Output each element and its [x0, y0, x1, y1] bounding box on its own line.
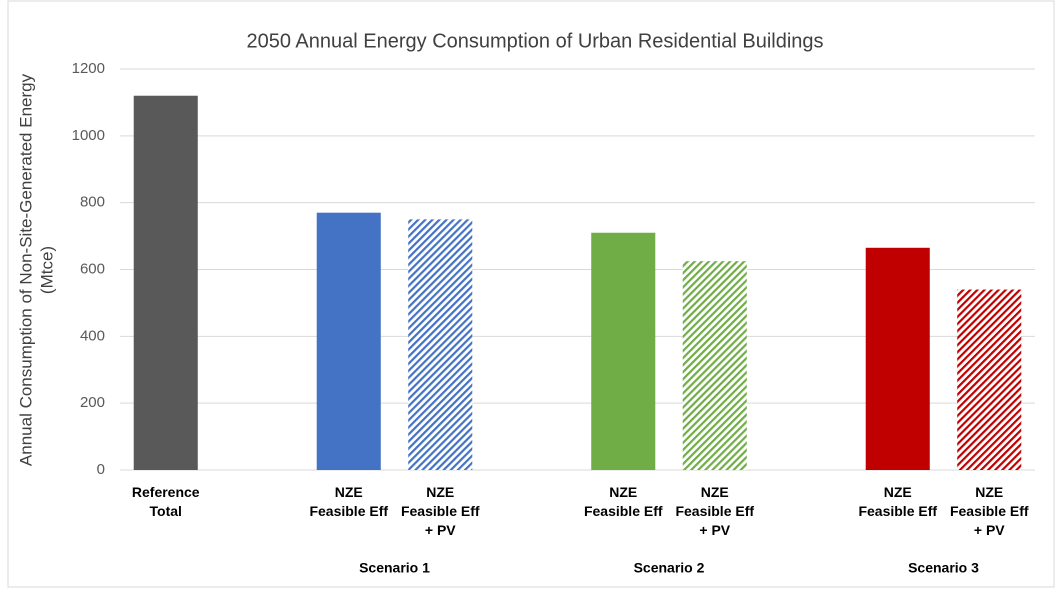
- y-tick-label: 800: [80, 194, 105, 211]
- y-tick-label: 0: [97, 461, 105, 478]
- bar: [591, 232, 656, 470]
- x-tick-label: NZE Feasible Eff + PV: [950, 484, 1029, 538]
- x-tick-label: NZE Feasible Eff: [309, 484, 388, 519]
- group-label: Scenario 2: [634, 560, 705, 576]
- bar: [682, 261, 747, 470]
- y-axis-title: Annual Consumption of Non-Site-Generated…: [16, 73, 35, 466]
- group-label: Scenario 1: [359, 560, 430, 576]
- chart-title: 2050 Annual Energy Consumption of Urban …: [246, 30, 823, 52]
- x-tick-label: NZE Feasible Eff: [858, 484, 937, 519]
- y-tick-label: 1200: [72, 60, 105, 77]
- bar: [133, 95, 198, 470]
- y-axis-title: (Mtce): [37, 246, 56, 294]
- bar: [957, 289, 1022, 470]
- bar: [316, 212, 381, 471]
- x-tick-label: Reference Total: [132, 484, 200, 519]
- x-tick-label: NZE Feasible Eff: [584, 484, 663, 519]
- x-tick-label: NZE Feasible Eff + PV: [675, 484, 754, 538]
- group-label: Scenario 3: [908, 560, 979, 576]
- y-tick-label: 600: [80, 260, 105, 277]
- bar: [865, 247, 930, 470]
- y-tick-label: 400: [80, 327, 105, 344]
- bar: [408, 219, 473, 470]
- y-tick-label: 200: [80, 394, 105, 411]
- x-tick-label: NZE Feasible Eff + PV: [401, 484, 480, 538]
- y-tick-label: 1000: [72, 127, 105, 144]
